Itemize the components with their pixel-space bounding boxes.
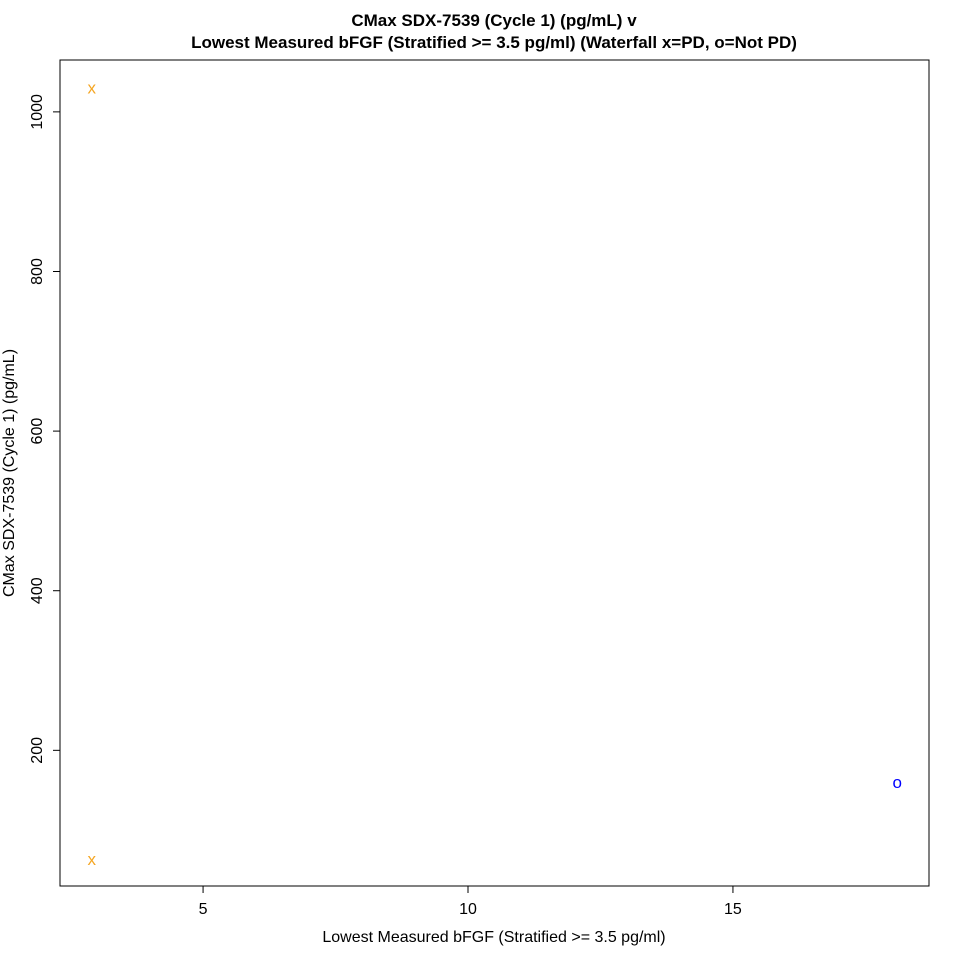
data-point-not-pd: o [892,773,901,792]
x-tick-label: 5 [199,901,208,918]
y-tick-label: 400 [29,577,46,604]
data-points: x x o [88,78,902,869]
data-point-pd: x [88,850,97,869]
y-tick-label: 800 [29,258,46,285]
x-tick-label: 10 [459,901,477,918]
chart-title: CMax SDX-7539 (Cycle 1) (pg/mL) v [351,11,637,30]
x-axis-label: Lowest Measured bFGF (Stratified >= 3.5 … [322,929,665,946]
y-tick-label: 600 [29,418,46,445]
data-point-pd: x [88,78,97,97]
plot-area-frame [59,59,930,887]
x-tick-label: 15 [724,901,742,918]
x-axis: 5 10 15 [199,886,742,918]
chart-subtitle: Lowest Measured bFGF (Stratified >= 3.5 … [191,33,797,52]
y-tick-label: 200 [29,737,46,764]
y-tick-label: 1000 [29,94,46,130]
y-axis: 200 400 600 800 1000 [29,94,60,764]
y-axis-label: CMax SDX-7539 (Cycle 1) (pg/mL) [1,349,18,597]
